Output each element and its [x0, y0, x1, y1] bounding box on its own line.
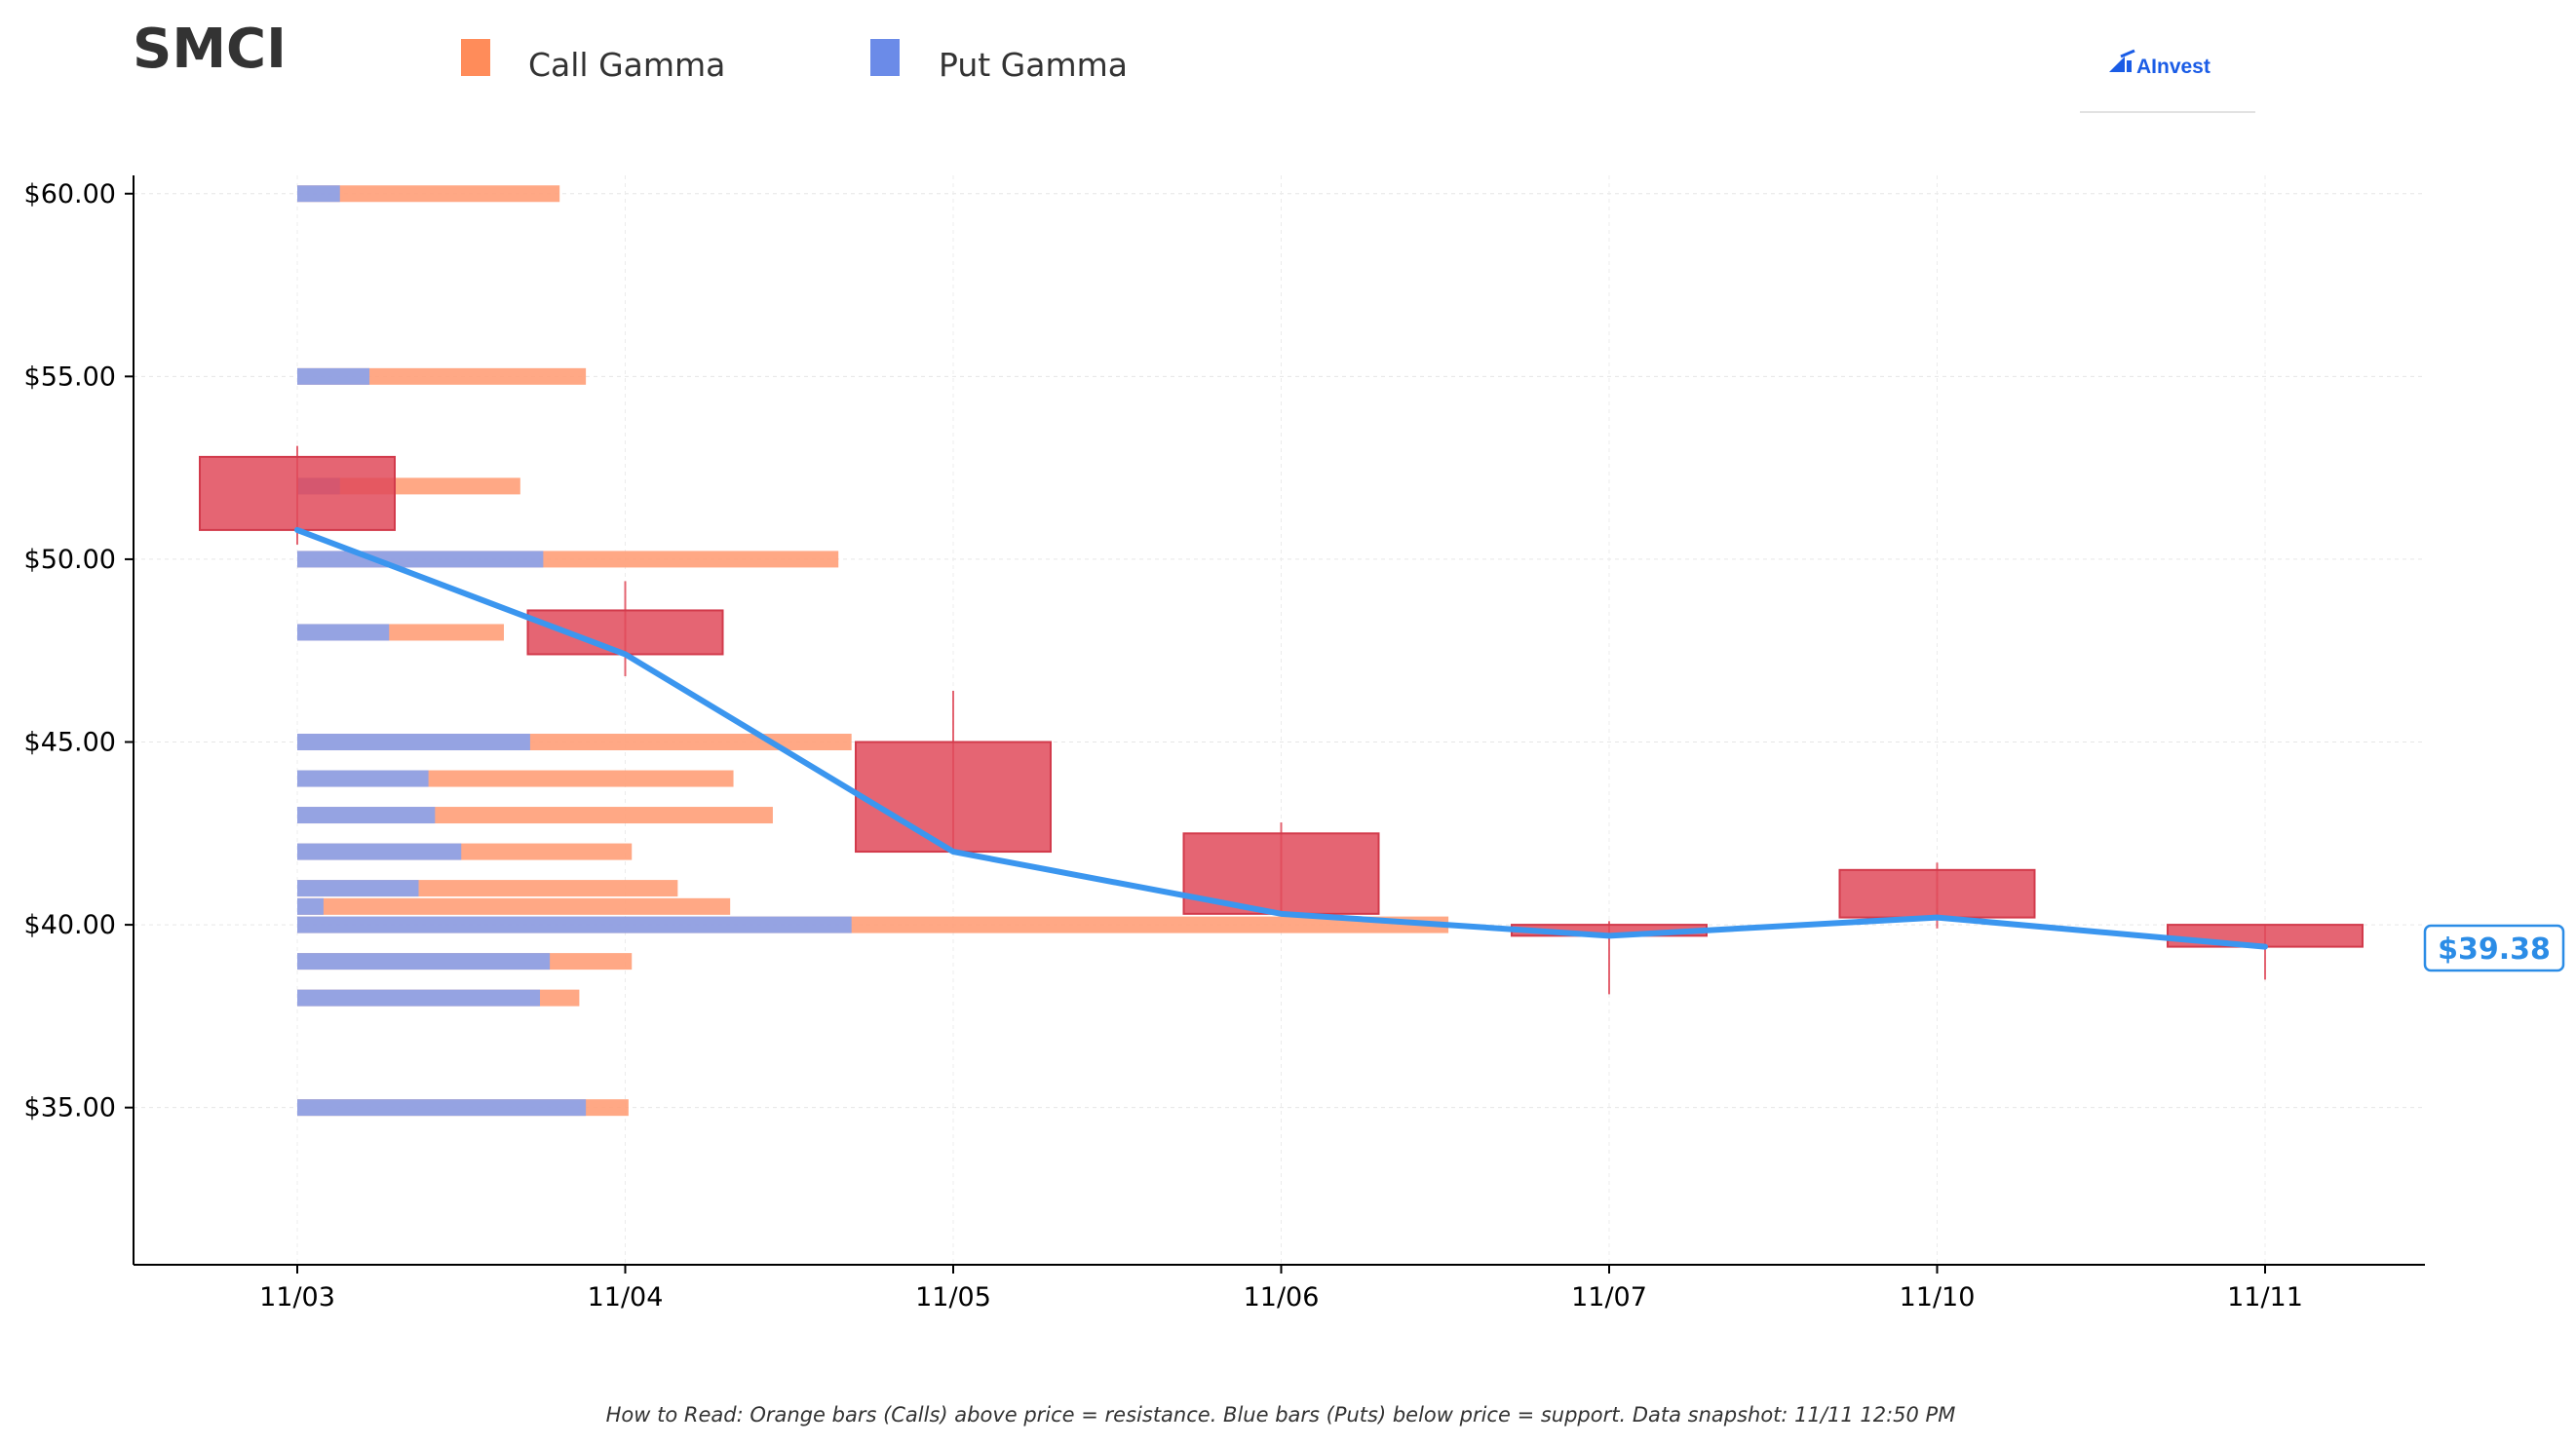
put-gamma-bar	[297, 185, 340, 203]
legend-swatch-call	[461, 39, 490, 76]
ainvest-logo-icon	[2109, 49, 2135, 72]
x-tick-label: 11/04	[588, 1282, 664, 1313]
put-gamma-bar	[297, 880, 419, 897]
put-gamma-bar	[297, 916, 852, 933]
put-gamma-bar	[297, 770, 429, 787]
put-gamma-bar	[297, 734, 530, 751]
x-axis-ticks: 11/03 11/04 11/05 11/06 11/07 11/10 11/11	[259, 1265, 2303, 1313]
y-tick-label: $50.00	[24, 545, 116, 575]
current-price-label: $39.38	[2438, 932, 2551, 967]
x-tick-label: 11/06	[1244, 1282, 1320, 1313]
call-gamma-bar	[297, 185, 560, 203]
put-gamma-bar	[297, 989, 541, 1007]
put-gamma-bar	[297, 551, 544, 568]
price-line	[294, 526, 2268, 950]
put-gamma-bar	[297, 624, 390, 641]
put-gamma-bar	[297, 1099, 587, 1117]
put-gamma-bar	[297, 843, 462, 860]
grid-lines	[134, 175, 2425, 1265]
y-tick-label: $55.00	[24, 362, 116, 392]
candle-body	[855, 741, 1052, 854]
current-price-badge: $39.38	[2423, 924, 2565, 972]
y-tick-label: $40.00	[24, 910, 116, 940]
price-line-group	[294, 526, 2268, 950]
logo-text: AInvest	[2136, 56, 2211, 78]
footer-note: How to Read: Orange bars (Calls) above p…	[606, 1403, 1956, 1427]
axes	[133, 175, 2425, 1266]
candle-body	[526, 609, 724, 656]
x-tick-label: 11/07	[1571, 1282, 1647, 1313]
ainvest-logo: AInvest	[2080, 49, 2255, 113]
put-gamma-bar	[297, 897, 324, 915]
y-axis-ticks: $35.00 $40.00 $45.00 $50.00 $55.00 $60.00	[24, 179, 134, 1123]
y-tick-label: $35.00	[24, 1093, 116, 1123]
put-gamma-bar	[297, 953, 551, 970]
put-gamma-bar	[297, 807, 436, 824]
x-tick-label: 11/03	[259, 1282, 335, 1313]
candle-body	[199, 455, 396, 531]
y-tick-label: $60.00	[24, 179, 116, 209]
gamma-bars	[297, 185, 1449, 1117]
legend-label-call: Call Gamma	[528, 46, 725, 84]
put-gamma-bar	[297, 367, 370, 385]
x-tick-label: 11/05	[915, 1282, 991, 1313]
call-gamma-bar	[297, 897, 731, 915]
x-tick-label: 11/10	[1900, 1282, 1976, 1313]
legend-label-put: Put Gamma	[939, 46, 1128, 84]
y-tick-label: $45.00	[24, 728, 116, 758]
ticker-title: SMCI	[133, 18, 287, 81]
legend-swatch-put	[870, 39, 900, 76]
x-tick-label: 11/11	[2227, 1282, 2303, 1313]
candle-body	[1838, 868, 2036, 919]
